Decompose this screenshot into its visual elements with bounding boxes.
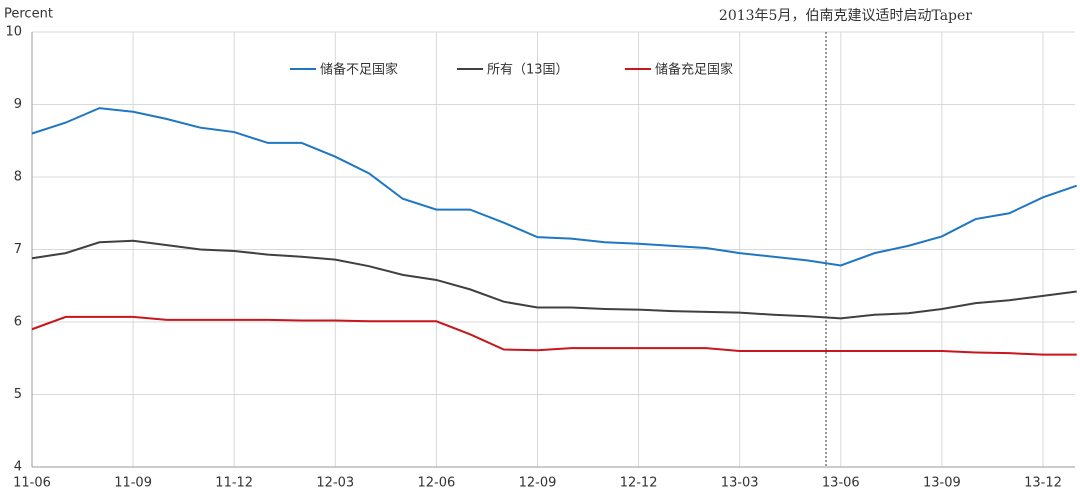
y-tick-label: 10 — [5, 25, 22, 40]
x-tick-label: 13-06 — [822, 476, 860, 491]
x-tick-label: 11-09 — [114, 476, 152, 491]
x-tick-label: 12-03 — [316, 476, 354, 491]
x-tick-label: 11-12 — [215, 476, 253, 491]
y-axis-label: Percent — [4, 7, 53, 22]
x-tick-label: 13-12 — [1024, 476, 1062, 491]
x-tick-label: 13-09 — [923, 476, 961, 491]
legend-label: 储备不足国家 — [320, 62, 398, 78]
x-tick-label: 11-06 — [13, 476, 51, 491]
y-tick-label: 4 — [14, 460, 22, 475]
line-series — [31, 239, 1077, 320]
legend-label: 储备充足国家 — [655, 62, 733, 78]
annotation: 2013年5月，伯南克建议适时启动Taper — [719, 8, 972, 24]
legend-label: 所有（13国） — [487, 63, 569, 78]
y-tick-label: 9 — [14, 97, 22, 112]
x-tick-label: 12-06 — [418, 476, 456, 491]
line-series — [31, 107, 1078, 267]
y-tick-label: 6 — [14, 315, 22, 330]
x-tick-label: 12-12 — [620, 476, 658, 491]
y-tick-label: 5 — [14, 387, 22, 402]
x-tick-label: 13-03 — [721, 476, 759, 491]
line-series — [31, 315, 1077, 356]
y-tick-label: 8 — [14, 170, 22, 185]
x-tick-label: 12-09 — [519, 476, 557, 491]
y-tick-label: 7 — [14, 242, 22, 257]
